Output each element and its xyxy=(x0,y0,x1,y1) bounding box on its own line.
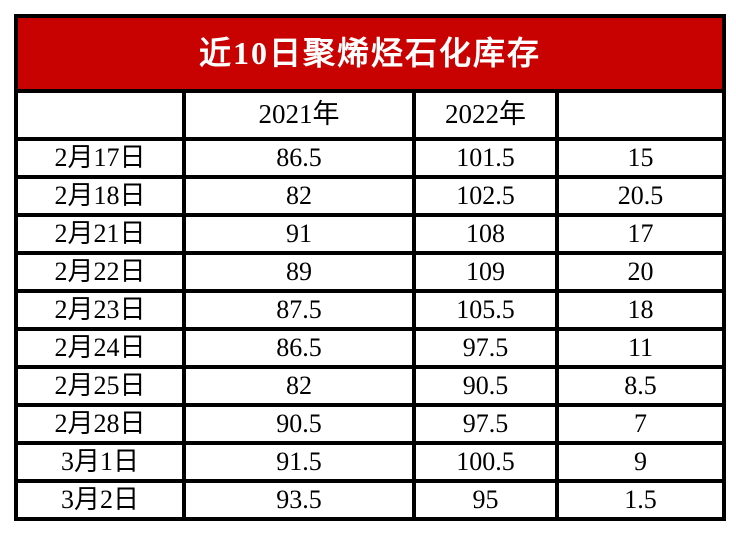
col-header-2022: 2022年 xyxy=(412,88,559,141)
table-row: 3月1日 91.5 100.5 9 xyxy=(14,440,727,483)
col-header-date xyxy=(14,88,186,141)
value-2021-cell: 91 xyxy=(182,212,416,255)
date-cell: 3月1日 xyxy=(14,440,186,483)
table-row: 3月2日 93.5 95 1.5 xyxy=(14,478,727,522)
col-header-2021: 2021年 xyxy=(182,88,416,141)
diff-cell: 8.5 xyxy=(554,364,727,407)
value-2022-cell: 90.5 xyxy=(412,364,559,407)
diff-cell: 17 xyxy=(554,212,727,255)
diff-cell: 18 xyxy=(554,288,727,331)
value-2022-cell: 95 xyxy=(412,478,559,522)
value-2021-cell: 90.5 xyxy=(182,402,416,445)
value-2021-cell: 89 xyxy=(182,250,416,293)
date-cell: 2月21日 xyxy=(14,212,186,255)
diff-cell: 15 xyxy=(554,136,727,179)
date-cell: 2月18日 xyxy=(14,174,186,217)
diff-cell: 1.5 xyxy=(554,478,727,522)
value-2022-cell: 105.5 xyxy=(412,288,559,331)
value-2021-cell: 82 xyxy=(182,364,416,407)
table-row: 2月18日 82 102.5 20.5 xyxy=(14,174,727,217)
value-2022-cell: 97.5 xyxy=(412,402,559,445)
value-2021-cell: 93.5 xyxy=(182,478,416,522)
value-2022-cell: 97.5 xyxy=(412,326,559,369)
col-header-diff xyxy=(554,88,727,141)
diff-cell: 11 xyxy=(554,326,727,369)
value-2022-cell: 109 xyxy=(412,250,559,293)
table-header-row: 2021年 2022年 xyxy=(14,88,727,141)
value-2021-cell: 82 xyxy=(182,174,416,217)
value-2021-cell: 87.5 xyxy=(182,288,416,331)
date-cell: 2月25日 xyxy=(14,364,186,407)
table-body: 2月17日 86.5 101.5 15 2月18日 82 102.5 20.5 2月21日 91 1… xyxy=(14,136,727,522)
table-row: 2月28日 90.5 97.5 7 xyxy=(14,402,727,445)
table-row: 2月17日 86.5 101.5 15 xyxy=(14,136,727,179)
diff-cell: 9 xyxy=(554,440,727,483)
table-row: 2月23日 87.5 105.5 18 xyxy=(14,288,727,331)
table-title: 近10日聚烯烃石化库存 xyxy=(13,14,727,93)
diff-cell: 20 xyxy=(554,250,727,293)
table-row: 2月25日 82 90.5 8.5 xyxy=(14,364,727,407)
value-2021-cell: 86.5 xyxy=(182,326,416,369)
date-cell: 3月2日 xyxy=(14,478,186,522)
table-row: 2月22日 89 109 20 xyxy=(14,250,727,293)
value-2022-cell: 108 xyxy=(412,212,559,255)
inventory-table: 近10日聚烯烃石化库存 2021年 2022年 2月17日 86.5 101.5 15… xyxy=(13,14,727,522)
diff-cell: 20.5 xyxy=(554,174,727,217)
table-row: 2月21日 91 108 17 xyxy=(14,212,727,255)
value-2022-cell: 100.5 xyxy=(412,440,559,483)
table-title-row: 近10日聚烯烃石化库存 xyxy=(13,14,727,93)
date-cell: 2月22日 xyxy=(14,250,186,293)
date-cell: 2月24日 xyxy=(14,326,186,369)
value-2021-cell: 91.5 xyxy=(182,440,416,483)
diff-cell: 7 xyxy=(554,402,727,445)
date-cell: 2月28日 xyxy=(14,402,186,445)
date-cell: 2月17日 xyxy=(14,136,186,179)
value-2022-cell: 102.5 xyxy=(412,174,559,217)
value-2022-cell: 101.5 xyxy=(412,136,559,179)
value-2021-cell: 86.5 xyxy=(182,136,416,179)
date-cell: 2月23日 xyxy=(14,288,186,331)
table-row: 2月24日 86.5 97.5 11 xyxy=(14,326,727,369)
